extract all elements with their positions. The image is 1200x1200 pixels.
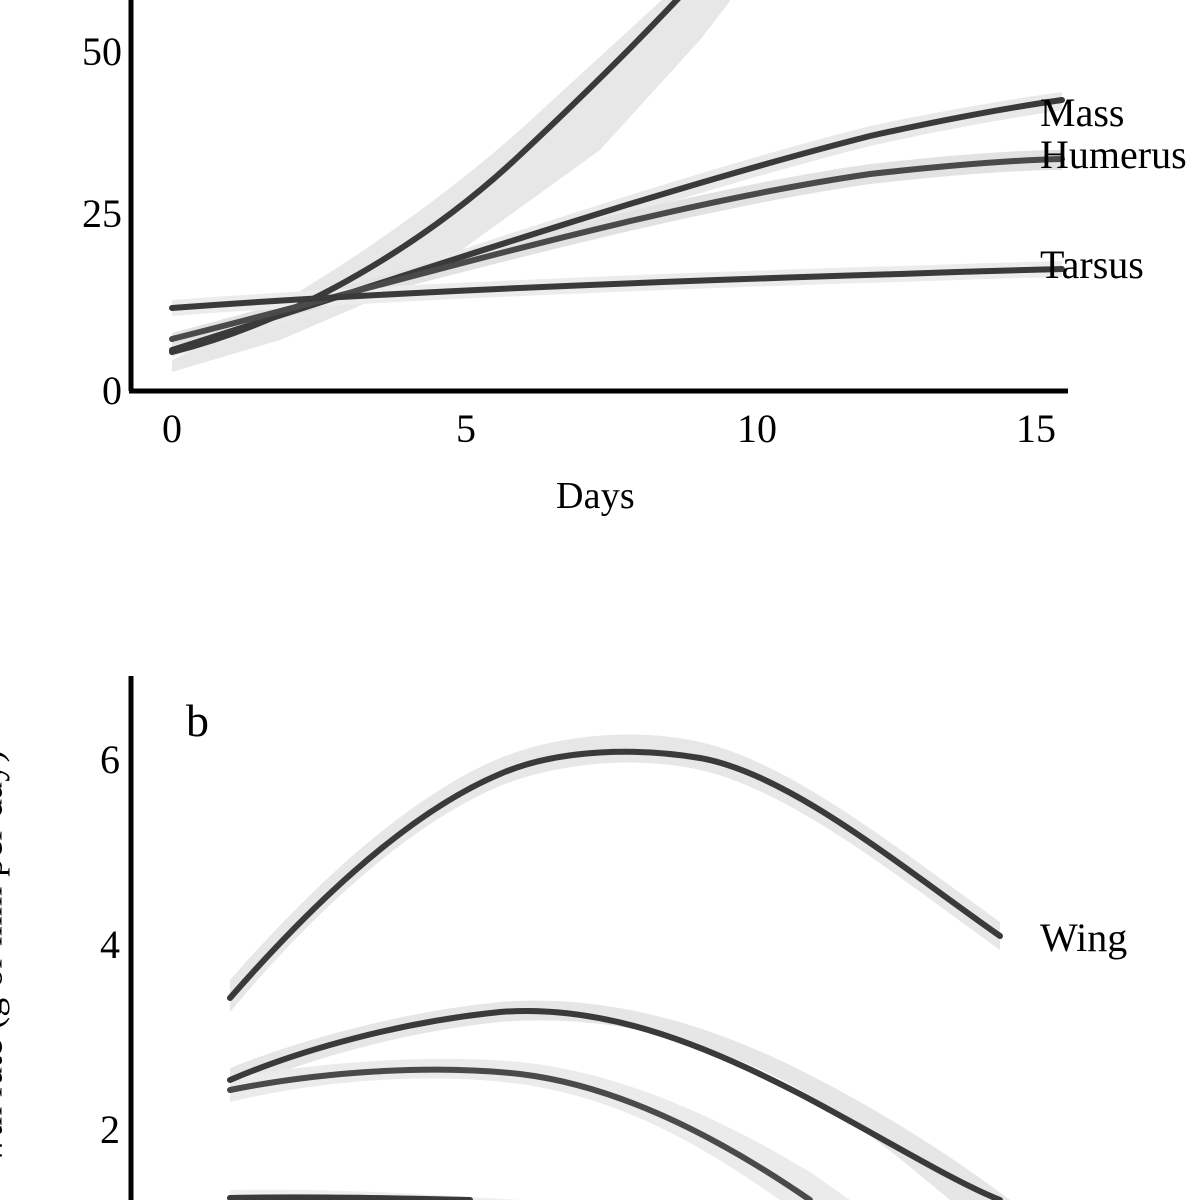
band-mass-b bbox=[230, 1000, 1010, 1200]
y-tick-b-4: 4 bbox=[100, 922, 120, 967]
line-humerus-b bbox=[227, 1066, 813, 1200]
y-tick-a-0: 0 bbox=[102, 368, 122, 413]
series-label-mass: Mass bbox=[1040, 90, 1125, 135]
panel-a: 50 25 0 0 5 10 15 Measurement value Days… bbox=[0, 0, 1187, 517]
panel-b-series-group bbox=[227, 734, 1010, 1200]
x-axis-title-a: Days bbox=[556, 475, 635, 517]
y-tick-a-50: 50 bbox=[82, 29, 122, 74]
panel-a-series-group bbox=[169, 0, 1065, 372]
band-humerus-b bbox=[230, 1058, 850, 1200]
x-tick-a-5: 5 bbox=[456, 406, 476, 451]
line-mass-b bbox=[227, 1007, 1003, 1200]
x-tick-a-10: 10 bbox=[737, 406, 777, 451]
band-wing-b bbox=[230, 734, 1000, 1012]
panel-b: b 6 4 2 wth rate (g or mm per day) Wing bbox=[0, 650, 1200, 1200]
series-label-wing: Wing bbox=[1040, 915, 1128, 960]
x-tick-a-0: 0 bbox=[162, 406, 182, 451]
line-wing-b bbox=[227, 748, 1003, 1001]
y-tick-a-25: 25 bbox=[82, 191, 122, 236]
panel-b-plot bbox=[128, 676, 1010, 1200]
series-label-humerus: Humerus bbox=[1040, 132, 1187, 177]
panel-a-plot bbox=[128, 0, 1068, 394]
y-tick-b-2: 2 bbox=[100, 1107, 120, 1152]
band-mass-a bbox=[172, 92, 1062, 357]
x-tick-a-15: 15 bbox=[1016, 406, 1056, 451]
y-tick-b-6: 6 bbox=[100, 737, 120, 782]
y-axis-title-b: wth rate (g or mm per day) bbox=[0, 749, 11, 1165]
band-wing-a bbox=[172, 0, 731, 372]
band-humerus-a bbox=[172, 150, 1062, 345]
panel-letter-b: b bbox=[186, 695, 209, 746]
y-axis-title-a: Measurement value bbox=[0, 58, 5, 362]
line-tarsus-a bbox=[169, 266, 1065, 311]
series-label-tarsus: Tarsus bbox=[1040, 242, 1144, 287]
